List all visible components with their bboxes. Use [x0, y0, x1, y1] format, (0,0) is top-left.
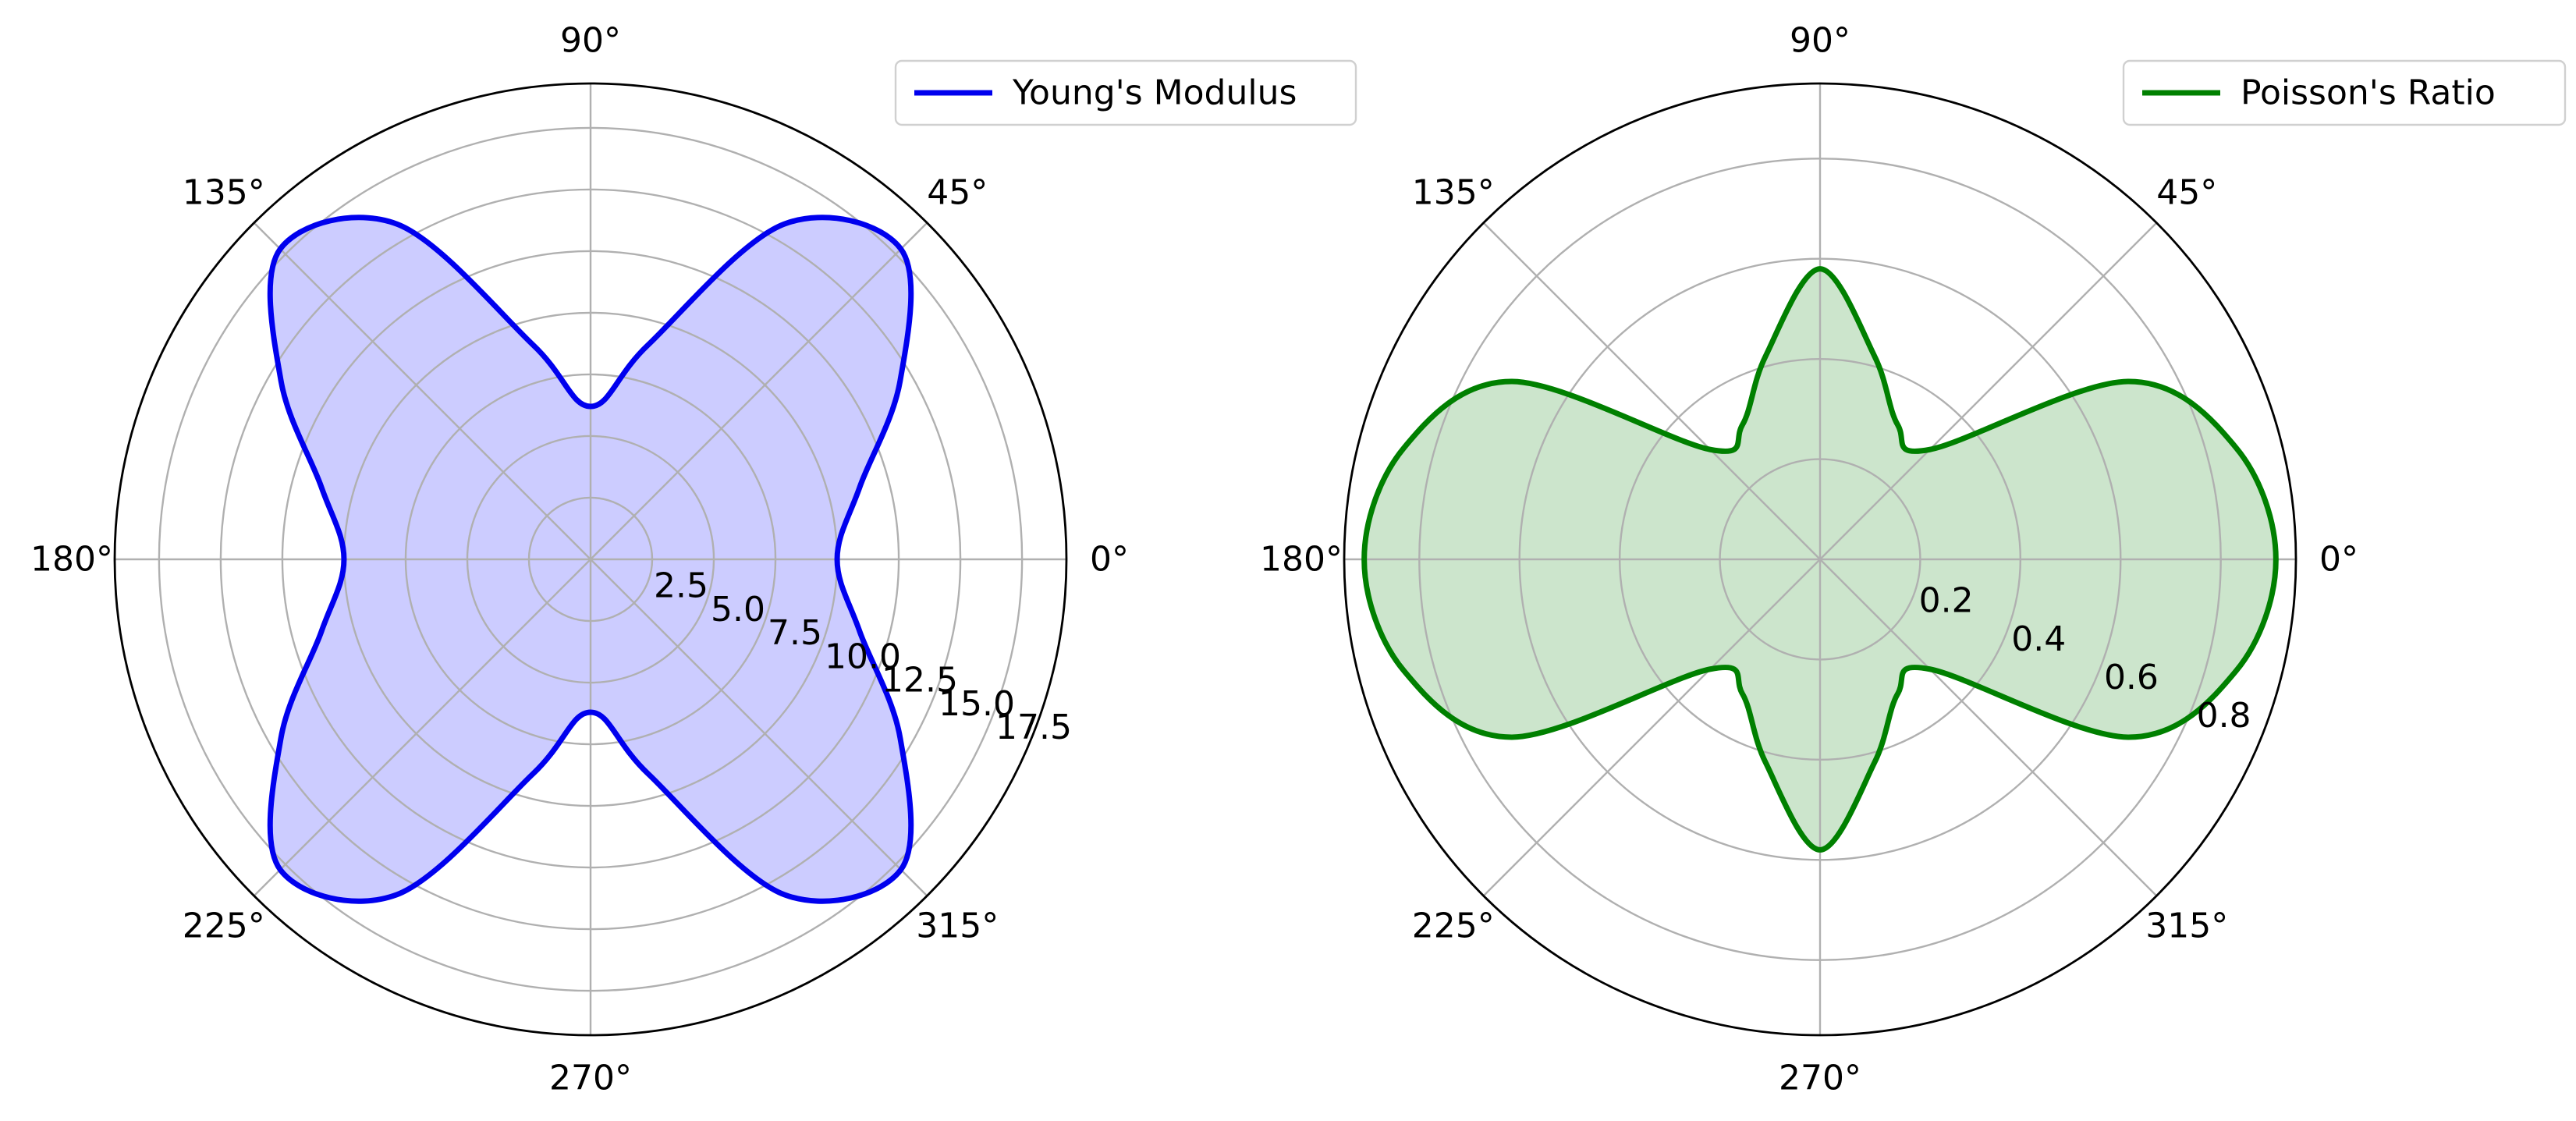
theta-tick-label: 45° — [927, 172, 988, 212]
theta-tick-label: 45° — [2156, 172, 2217, 212]
r-tick-label: 7.5 — [768, 613, 822, 653]
legend-frame — [2122, 59, 2567, 126]
theta-tick-label: 270° — [549, 1059, 632, 1098]
legend-frame — [894, 59, 1357, 126]
theta-tick-label: 90° — [560, 21, 621, 61]
series-line-0 — [267, 215, 914, 904]
r-tick-label: 12.5 — [882, 661, 958, 701]
angular-gridline-1 — [590, 222, 928, 560]
r-tick-label: 0.2 — [1919, 581, 1974, 621]
theta-tick-label: 225° — [1412, 906, 1495, 946]
young-modulus-polar-panel: 0° 45° 90° 135° 180° 225° 270° 315° 2.55.07.510.… — [30, 21, 1357, 1098]
poisson-ratio-polar-panel: 0° 45° 90° 135° 180° 225° 270° 315° 0.2 0.4 0.6 0.8… — [1260, 21, 2567, 1098]
theta-tick-label: 90° — [1790, 21, 1850, 61]
angular-gridline-1 — [1819, 222, 2158, 560]
theta-tick-label: 270° — [1779, 1059, 1861, 1098]
theta-tick-label: 180° — [30, 540, 113, 580]
series-line-0 — [1361, 266, 2279, 853]
theta-tick-label: 315° — [916, 906, 999, 946]
r-tick-label: 2.5 — [654, 566, 708, 606]
angular-gridline-5 — [253, 559, 591, 897]
r-tick-label: 5.0 — [711, 590, 765, 630]
r-tick-label: 15.0 — [939, 684, 1015, 724]
angular-gridline-7 — [590, 559, 928, 897]
r-tick-label: 17.5 — [995, 708, 1072, 747]
theta-tick-label: 0° — [2319, 540, 2358, 580]
r-tick-label: 0.4 — [2011, 619, 2066, 659]
r-tick-label: 0.8 — [2197, 696, 2251, 736]
legend: Young's Modulus — [894, 59, 1357, 126]
angular-gridline-3 — [253, 222, 591, 560]
polar-spine — [1343, 82, 2297, 1037]
angular-gridline-5 — [1482, 559, 1821, 897]
legend: Poisson's Ratio — [2122, 59, 2567, 126]
theta-tick-label: 225° — [183, 906, 265, 946]
theta-tick-label: 135° — [1412, 172, 1495, 212]
r-tick-label: 10.0 — [825, 637, 901, 676]
polar-spine — [113, 82, 1068, 1037]
theta-tick-label: 315° — [2145, 906, 2228, 946]
angular-gridline-3 — [1482, 222, 1821, 560]
angular-gridline-7 — [1819, 559, 2158, 897]
theta-tick-label: 180° — [1260, 540, 1343, 580]
legend-label-0: Young's Modulus — [1012, 73, 1297, 113]
legend-label-0: Poisson's Ratio — [2241, 73, 2496, 113]
theta-tick-label: 135° — [183, 172, 265, 212]
theta-tick-label: 0° — [1090, 540, 1129, 580]
r-tick-label: 0.6 — [2104, 658, 2159, 697]
